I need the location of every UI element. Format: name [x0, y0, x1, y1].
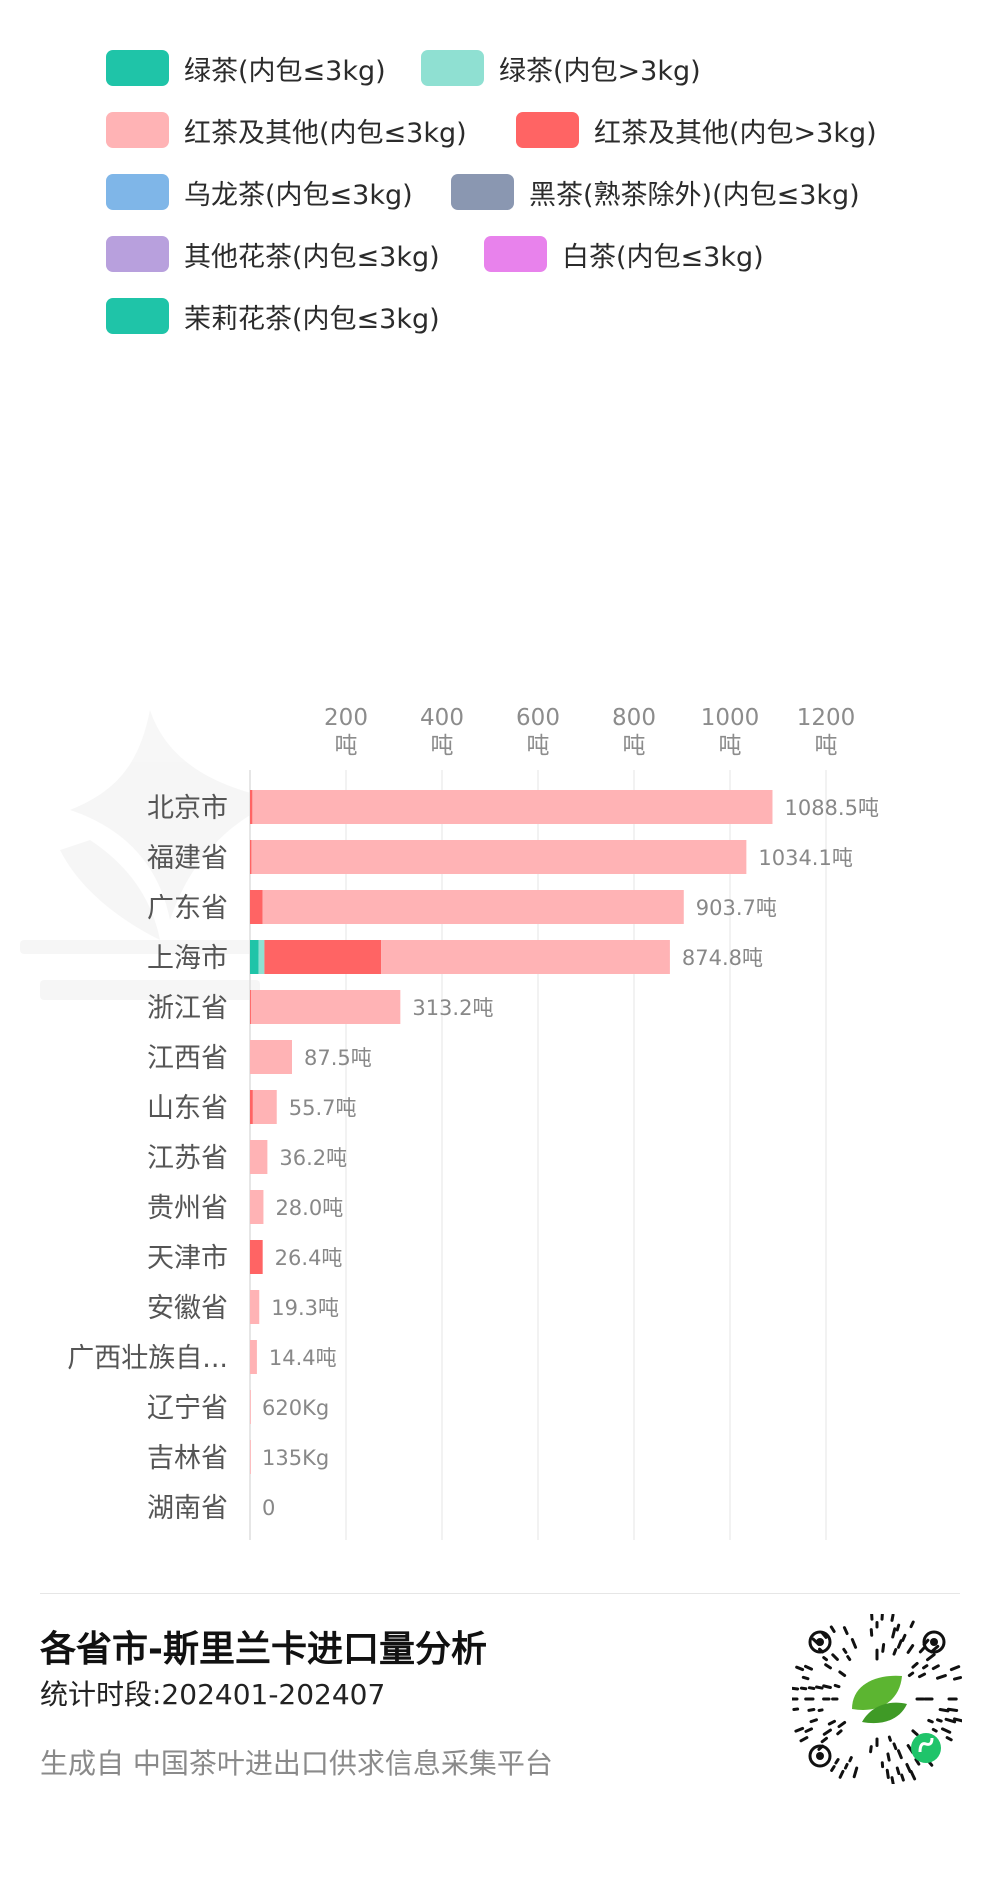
- bar-value-label: 26.4吨: [275, 1246, 343, 1270]
- footer-divider: [40, 1593, 960, 1594]
- bar-segment: [252, 790, 773, 824]
- bar-value-label: 28.0吨: [275, 1196, 343, 1220]
- mini-program-qr-code-icon[interactable]: [792, 1614, 962, 1784]
- bar-segment: [250, 840, 252, 874]
- category-label: 辽宁省: [147, 1393, 228, 1424]
- category-label: 江西省: [147, 1043, 228, 1074]
- legend-label: 其他花茶(内包≤3kg): [184, 241, 440, 273]
- x-tick-unit: 吨: [431, 733, 454, 759]
- bar-segment: [250, 790, 253, 824]
- legend-swatch: [451, 174, 514, 210]
- bar-value-label: 874.8吨: [682, 946, 763, 970]
- legend-swatch: [106, 50, 169, 86]
- x-tick-label: 400: [420, 705, 464, 731]
- bar-segment: [250, 990, 251, 1024]
- legend-item[interactable]: 乌龙茶(内包≤3kg): [106, 172, 413, 212]
- x-tick-unit: 吨: [623, 733, 646, 759]
- x-tick-label: 600: [516, 705, 560, 731]
- legend-label: 乌龙茶(内包≤3kg): [184, 179, 413, 211]
- bar-segment: [251, 840, 747, 874]
- bar-segment: [250, 940, 259, 974]
- bar-segment: [381, 940, 670, 974]
- bar-segment: [264, 940, 382, 974]
- bar-value-label: 19.3吨: [271, 1296, 339, 1320]
- source-note: 生成自 中国茶叶进出口供求信息采集平台: [40, 1747, 553, 1780]
- bar-value-label: 313.2吨: [412, 996, 493, 1020]
- x-tick-label: 800: [612, 705, 656, 731]
- category-label: 湖南省: [147, 1493, 228, 1524]
- bar-segment: [250, 990, 401, 1024]
- bar-segment: [250, 890, 263, 924]
- category-label: 广西壮族自...: [67, 1343, 228, 1374]
- x-tick-unit: 吨: [719, 733, 742, 759]
- category-label: 贵州省: [147, 1193, 228, 1224]
- legend-swatch: [106, 298, 169, 334]
- legend-swatch: [106, 112, 169, 148]
- bar-segment: [258, 940, 265, 974]
- bar-value-label: 903.7吨: [696, 896, 777, 920]
- bar-segment: [250, 1390, 251, 1424]
- legend-item[interactable]: 绿茶(内包>3kg): [421, 48, 701, 88]
- category-label: 北京市: [147, 793, 228, 824]
- legend-label: 白茶(内包≤3kg): [562, 241, 764, 273]
- category-label: 福建省: [147, 843, 228, 874]
- legend-item[interactable]: 红茶及其他(内包>3kg): [516, 110, 877, 150]
- bar-segment: [250, 1040, 292, 1074]
- legend-swatch: [516, 112, 579, 148]
- bar-segment: [250, 1290, 260, 1324]
- legend-label: 绿茶(内包≤3kg): [184, 55, 386, 87]
- category-label: 江苏省: [147, 1143, 228, 1174]
- legend-item[interactable]: 黑茶(熟茶除外)(内包≤3kg): [451, 172, 860, 212]
- legend-item[interactable]: 茉莉花茶(内包≤3kg): [106, 296, 440, 336]
- category-label: 广东省: [147, 893, 228, 924]
- bar-value-label: 36.2吨: [279, 1146, 347, 1170]
- legend-label: 红茶及其他(内包>3kg): [594, 117, 877, 149]
- category-label: 浙江省: [147, 993, 228, 1024]
- bar-value-label: 135Kg: [262, 1446, 329, 1470]
- bar-value-label: 55.7吨: [289, 1096, 357, 1120]
- bar-value-label: 1034.1吨: [758, 846, 852, 870]
- x-tick-label: 1000: [701, 705, 760, 731]
- x-tick-unit: 吨: [527, 733, 550, 759]
- category-label: 上海市: [147, 943, 228, 974]
- bar-value-label: 87.5吨: [304, 1046, 372, 1070]
- category-label: 安徽省: [147, 1293, 228, 1324]
- legend-label: 茉莉花茶(内包≤3kg): [184, 303, 440, 335]
- legend-swatch: [106, 236, 169, 272]
- x-tick-label: 200: [324, 705, 368, 731]
- bar-value-label: 0: [262, 1496, 275, 1520]
- bar-segment: [250, 1440, 251, 1474]
- bar-segment: [262, 890, 684, 924]
- x-tick-unit: 吨: [815, 733, 838, 759]
- legend-item[interactable]: 红茶及其他(内包≤3kg): [106, 110, 467, 150]
- bar-chart: 200 吨 400 吨 600 吨 800 吨 1000 吨 1200 吨北京市 1088.5吨 福建省 1…: [0, 690, 1000, 1550]
- bar-value-label: 1088.5吨: [784, 796, 878, 820]
- bar-segment: [250, 1340, 257, 1374]
- x-tick-label: 1200: [797, 705, 856, 731]
- legend-label: 绿茶(内包>3kg): [499, 55, 701, 87]
- bar-segment: [250, 1090, 253, 1124]
- bar-value-label: 14.4吨: [269, 1346, 337, 1370]
- category-label: 山东省: [147, 1093, 228, 1124]
- page-title: 各省市-斯里兰卡进口量分析: [40, 1629, 487, 1670]
- category-label: 天津市: [147, 1243, 228, 1274]
- bar-segment: [250, 1190, 264, 1224]
- legend-label: 红茶及其他(内包≤3kg): [184, 117, 467, 149]
- category-label: 吉林省: [147, 1443, 228, 1474]
- bar-segment: [252, 1090, 277, 1124]
- bar-segment: [250, 1240, 263, 1274]
- legend-swatch: [421, 50, 484, 86]
- bar-value-label: 620Kg: [262, 1396, 329, 1420]
- legend-swatch: [106, 174, 169, 210]
- legend-item[interactable]: 绿茶(内包≤3kg): [106, 48, 386, 88]
- statistics-period: 统计时段:202401-202407: [40, 1678, 386, 1711]
- legend-swatch: [484, 236, 547, 272]
- bar-segment: [250, 1140, 268, 1174]
- legend-label: 黑茶(熟茶除外)(内包≤3kg): [529, 179, 860, 211]
- legend-item[interactable]: 白茶(内包≤3kg): [484, 234, 764, 274]
- x-tick-unit: 吨: [335, 733, 358, 759]
- legend-item[interactable]: 其他花茶(内包≤3kg): [106, 234, 440, 274]
